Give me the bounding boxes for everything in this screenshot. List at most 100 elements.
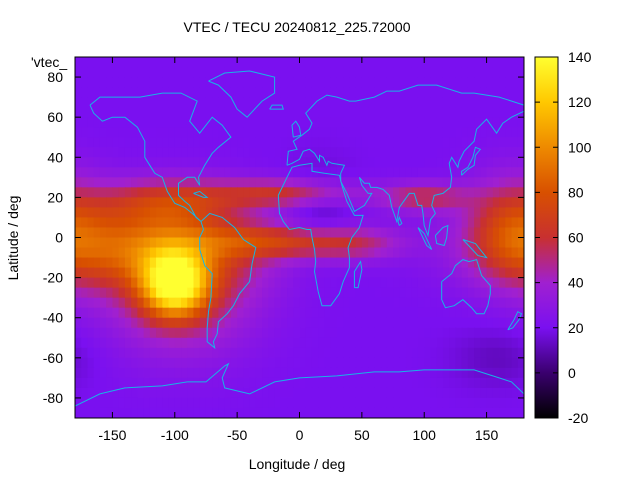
heatmap-cell <box>480 277 488 289</box>
heatmap-cell <box>75 367 82 379</box>
heatmap-cell <box>131 377 138 389</box>
heatmap-cell <box>174 387 182 399</box>
heatmap-cell <box>517 277 524 289</box>
heatmap-cell <box>137 67 145 78</box>
heatmap-cell <box>311 247 319 259</box>
heatmap-cell <box>399 387 407 399</box>
heatmap-cell <box>75 277 82 289</box>
heatmap-cell <box>181 247 188 259</box>
heatmap-cell <box>287 97 294 108</box>
heatmap-cell <box>505 137 513 148</box>
heatmap-cell <box>411 367 419 379</box>
heatmap-cell <box>417 117 425 128</box>
heatmap-cell <box>505 227 513 239</box>
heatmap-cell <box>442 177 450 188</box>
heatmap-cell <box>87 307 95 319</box>
heatmap-cell <box>99 67 107 78</box>
heatmap-cell <box>386 367 394 379</box>
heatmap-cell <box>343 337 350 349</box>
heatmap-cell <box>262 67 269 78</box>
heatmap-cell <box>156 97 163 108</box>
heatmap-cell <box>243 167 251 178</box>
heatmap-cell <box>411 277 419 289</box>
heatmap-cell <box>249 277 257 289</box>
heatmap-cell <box>505 177 513 188</box>
heatmap-cell <box>137 167 145 178</box>
heatmap-cell <box>299 307 307 319</box>
heatmap-cell <box>399 337 407 349</box>
heatmap-cell <box>280 347 288 359</box>
heatmap-cell <box>430 67 438 78</box>
heatmap-cell <box>124 167 132 178</box>
heatmap-cell <box>81 257 89 269</box>
heatmap-cell <box>492 187 500 198</box>
heatmap-cell <box>75 167 82 178</box>
heatmap-cell <box>230 107 238 118</box>
heatmap-cell <box>118 187 126 198</box>
heatmap-cell <box>505 187 513 198</box>
heatmap-cell <box>106 167 114 178</box>
heatmap-cell <box>205 207 213 219</box>
heatmap-cell <box>124 307 132 319</box>
heatmap-cell <box>249 287 257 299</box>
heatmap-cell <box>287 387 294 399</box>
heatmap-cell <box>511 257 519 269</box>
heatmap-cell <box>436 137 444 148</box>
heatmap-cell <box>374 357 382 369</box>
heatmap-cell <box>187 347 195 359</box>
heatmap-cell <box>336 237 344 249</box>
heatmap-cell <box>293 157 301 168</box>
heatmap-cell <box>455 177 463 188</box>
heatmap-cell <box>424 387 432 399</box>
heatmap-cell <box>218 147 226 158</box>
heatmap-cell <box>199 117 207 128</box>
heatmap-cell <box>411 387 419 399</box>
heatmap-cell <box>143 187 151 198</box>
heatmap-cell <box>461 97 469 108</box>
heatmap-cell <box>205 307 213 319</box>
heatmap-cell <box>393 357 400 369</box>
heatmap-cell <box>118 317 126 329</box>
heatmap-cell <box>162 117 170 128</box>
heatmap-cell <box>355 97 363 108</box>
heatmap-cell <box>424 57 432 68</box>
heatmap-cell <box>492 167 500 178</box>
heatmap-cell <box>199 337 207 349</box>
heatmap-cell <box>162 317 170 329</box>
heatmap-cell <box>274 87 282 98</box>
heatmap-cell <box>174 277 182 289</box>
heatmap-cell <box>181 407 188 418</box>
heatmap-cell <box>511 337 519 349</box>
heatmap-cell <box>380 307 388 319</box>
heatmap-cell <box>336 87 344 98</box>
heatmap-cell <box>193 337 201 349</box>
heatmap-cell <box>305 117 313 128</box>
heatmap-cell <box>486 157 494 168</box>
heatmap-cell <box>212 87 220 98</box>
heatmap-cell <box>324 347 332 359</box>
heatmap-cell <box>380 187 388 198</box>
heatmap-cell <box>336 57 344 68</box>
heatmap-cell <box>449 137 457 148</box>
heatmap-cell <box>218 237 226 249</box>
heatmap-cell <box>224 177 232 188</box>
heatmap-cell <box>336 377 344 389</box>
heatmap-cell <box>380 317 388 329</box>
heatmap-cell <box>511 227 519 239</box>
heatmap-cell <box>181 397 188 409</box>
heatmap-cell <box>374 77 382 88</box>
heatmap-cell <box>87 127 95 138</box>
heatmap-cell <box>343 257 350 269</box>
heatmap-cell <box>199 407 207 418</box>
heatmap-cell <box>474 237 481 249</box>
heatmap-cell <box>181 137 188 148</box>
heatmap-cell <box>324 407 332 418</box>
heatmap-cell <box>486 347 494 359</box>
heatmap-cell <box>212 407 220 418</box>
heatmap-cell <box>405 247 413 259</box>
heatmap-cell <box>486 137 494 148</box>
heatmap-cell <box>131 187 138 198</box>
heatmap-cell <box>299 87 307 98</box>
heatmap-cell <box>499 77 506 88</box>
heatmap-cell <box>137 397 145 409</box>
